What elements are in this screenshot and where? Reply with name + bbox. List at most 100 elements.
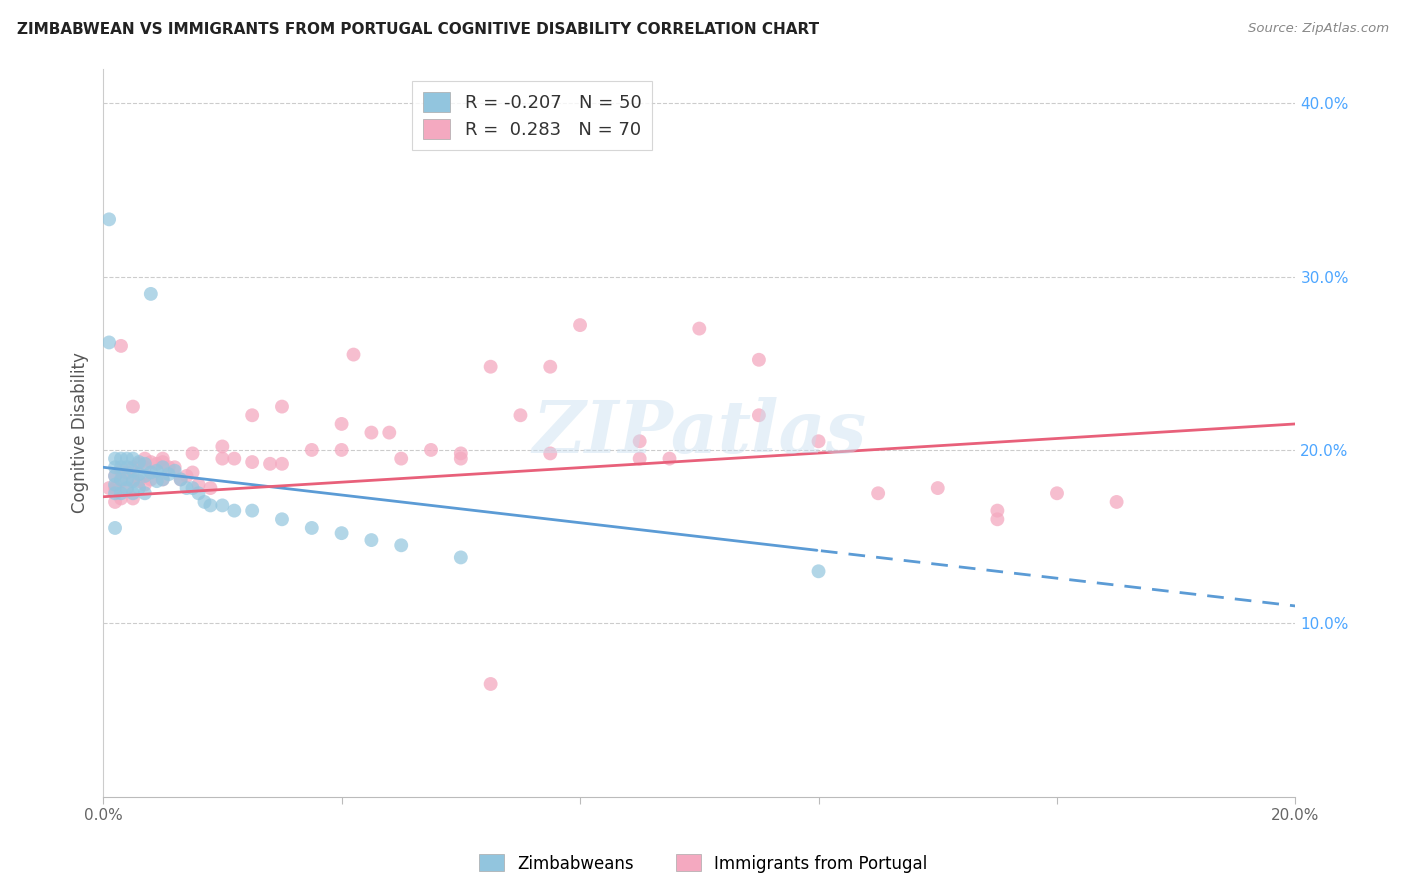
Point (104, 469, 127, 483)
Point (122, 400, 145, 414)
Point (200, 499, 222, 513)
Point (122, 464, 145, 478)
Point (200, 481, 222, 495)
Point (271, 457, 294, 471)
Point (330, 442, 353, 457)
Point (139, 472, 162, 486)
Point (1046, 486, 1069, 500)
Point (479, 359, 502, 374)
Point (115, 460, 138, 475)
Point (271, 512, 294, 526)
Text: Source: ZipAtlas.com: Source: ZipAtlas.com (1249, 22, 1389, 36)
Point (187, 477, 209, 491)
Point (134, 469, 156, 483)
Point (139, 455, 162, 469)
Point (240, 503, 263, 517)
Point (240, 409, 263, 423)
Point (187, 486, 209, 500)
Point (122, 474, 145, 488)
Point (240, 455, 263, 469)
Point (122, 486, 145, 500)
Point (128, 457, 150, 471)
Point (211, 499, 233, 513)
Point (98, 481, 121, 495)
Point (98, 212, 121, 227)
Point (169, 472, 191, 486)
Point (128, 455, 150, 469)
Point (110, 486, 132, 500)
Point (986, 512, 1008, 526)
Point (211, 451, 233, 466)
Point (152, 451, 174, 466)
Point (301, 521, 323, 535)
Point (271, 400, 294, 414)
Point (152, 472, 174, 486)
Point (259, 457, 281, 471)
Point (104, 495, 127, 509)
Point (181, 446, 204, 460)
Point (628, 434, 651, 449)
Point (146, 474, 169, 488)
Point (115, 483, 138, 497)
Point (389, 538, 412, 552)
Point (146, 464, 169, 478)
Point (807, 434, 830, 449)
Point (389, 451, 412, 466)
Point (152, 472, 174, 486)
Point (224, 451, 246, 466)
Point (104, 486, 127, 500)
Point (110, 451, 132, 466)
Point (104, 481, 127, 495)
Point (181, 481, 204, 495)
Point (163, 464, 186, 478)
Point (1105, 495, 1128, 509)
Point (122, 451, 145, 466)
Point (110, 339, 132, 353)
Point (104, 521, 127, 535)
Point (688, 321, 710, 335)
Point (342, 348, 364, 362)
Point (748, 352, 770, 367)
Point (378, 425, 401, 440)
Point (104, 451, 127, 466)
Point (479, 677, 502, 691)
Point (169, 472, 191, 486)
Point (122, 472, 145, 486)
Point (115, 481, 138, 495)
Point (450, 550, 472, 565)
Point (986, 503, 1008, 517)
Point (128, 474, 150, 488)
Point (110, 472, 132, 486)
Point (807, 564, 830, 578)
Text: ZIPatlas: ZIPatlas (533, 397, 866, 468)
Point (628, 451, 651, 466)
Point (868, 486, 890, 500)
Point (330, 417, 353, 431)
Point (128, 481, 150, 495)
Point (193, 495, 215, 509)
Point (157, 467, 180, 482)
Point (104, 460, 127, 475)
Point (110, 460, 132, 475)
Point (139, 286, 162, 301)
Point (152, 460, 174, 475)
Point (360, 425, 382, 440)
Point (301, 442, 323, 457)
Point (330, 526, 353, 541)
Point (134, 486, 156, 500)
Y-axis label: Cognitive Disability: Cognitive Disability (72, 352, 89, 513)
Legend: Zimbabweans, Immigrants from Portugal: Zimbabweans, Immigrants from Portugal (472, 847, 934, 880)
Text: ZIMBABWEAN VS IMMIGRANTS FROM PORTUGAL COGNITIVE DISABILITY CORRELATION CHART: ZIMBABWEAN VS IMMIGRANTS FROM PORTUGAL C… (17, 22, 820, 37)
Point (748, 409, 770, 423)
Point (115, 466, 138, 480)
Point (420, 442, 443, 457)
Point (181, 466, 204, 480)
Point (163, 460, 186, 475)
Point (115, 472, 138, 486)
Point (176, 469, 198, 483)
Point (110, 474, 132, 488)
Point (211, 440, 233, 454)
Point (122, 491, 145, 506)
Point (360, 533, 382, 547)
Point (157, 460, 180, 475)
